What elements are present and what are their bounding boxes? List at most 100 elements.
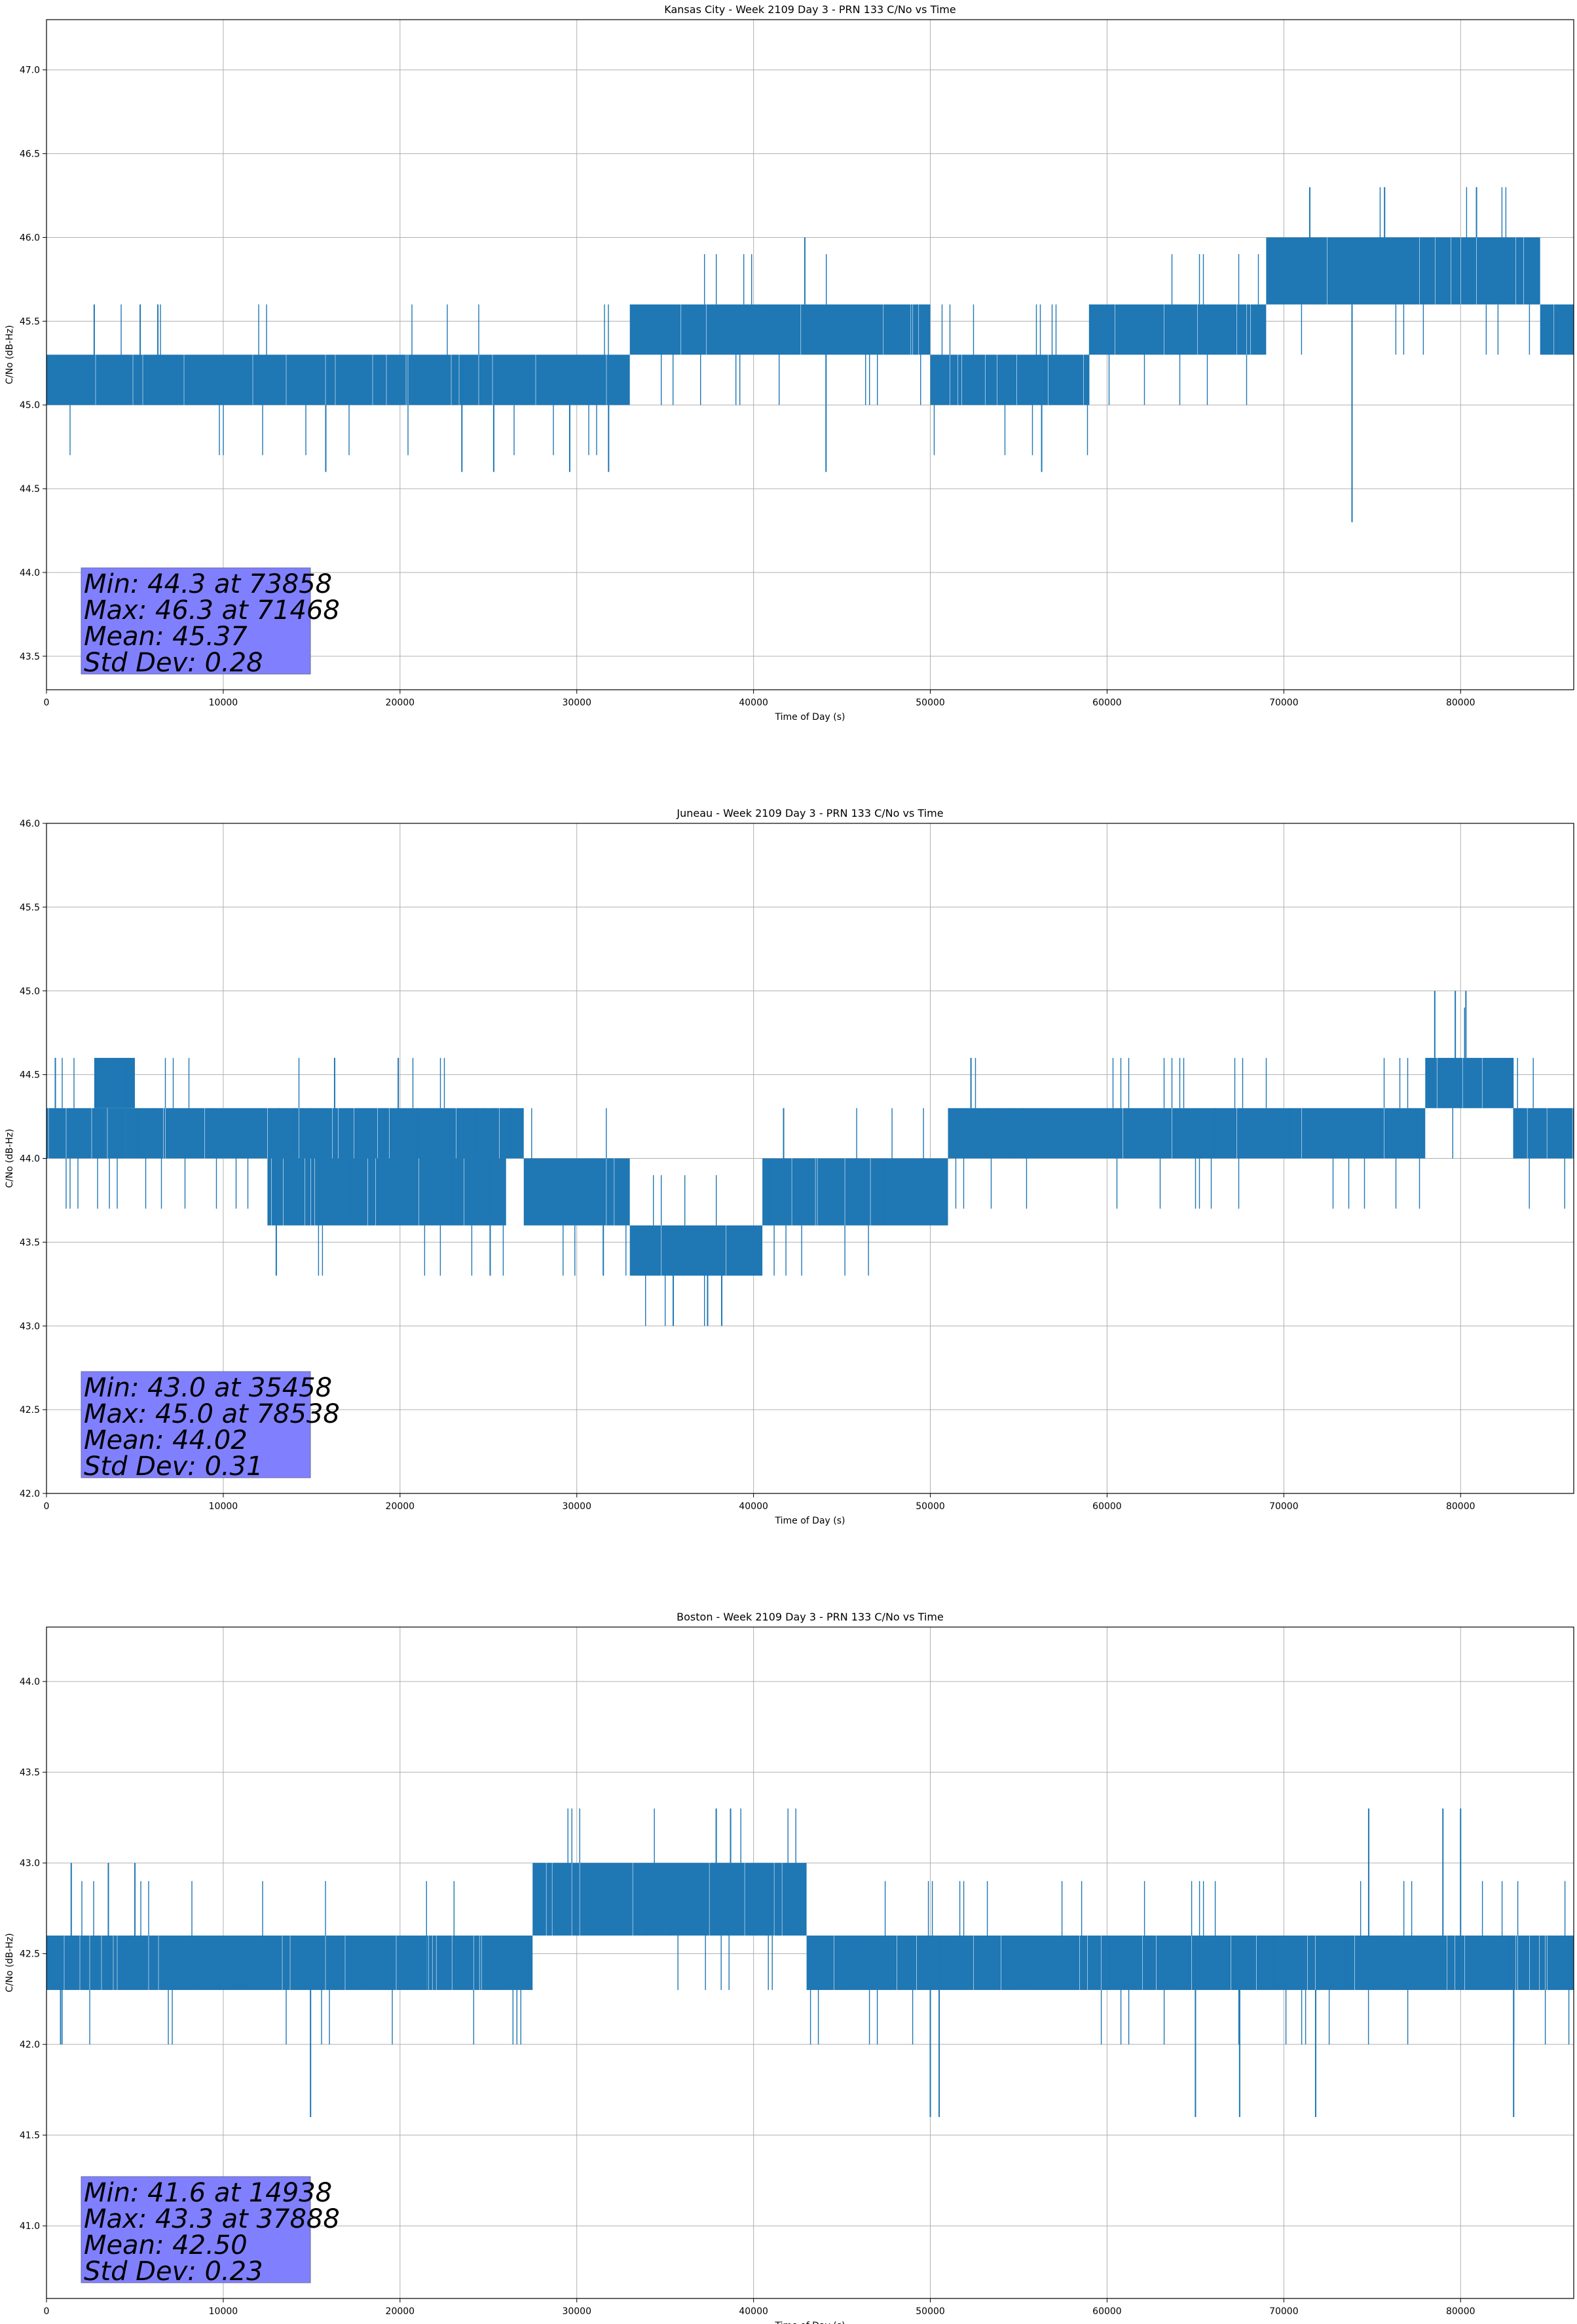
chart2-band (94, 1058, 135, 1108)
chart1-band (1001, 354, 1090, 405)
chart3-stats-line: Max: 43.3 at 37888 (84, 2204, 340, 2234)
chart3-xlabel: Time of Day (s) (775, 2321, 845, 2324)
chart1-band-gaps (950, 354, 997, 405)
chart2-band (126, 1108, 524, 1159)
chart2-band-gaps (661, 1225, 727, 1276)
chart3-ylabel: C/No (dB-Hz) (5, 1933, 15, 1992)
chart2-band (1513, 1108, 1574, 1159)
chart1-band-gaps (1327, 237, 1524, 305)
chart1-series (46, 187, 1574, 523)
chart2-band (948, 1108, 1426, 1159)
chart1-band-texture (661, 254, 925, 405)
chart2-y-tick-label: 42.5 (20, 1405, 40, 1415)
chart3-title: Boston - Week 2109 Day 3 - PRN 133 C/No … (677, 1611, 944, 1623)
chart1-y-tick-label: 47.0 (20, 66, 40, 76)
chart1-band-texture (1301, 187, 1531, 355)
chart3-band-gaps (64, 1935, 397, 1991)
chart2-band-gaps (163, 1108, 500, 1159)
chart2-stats-line: Min: 43.0 at 35458 (84, 1373, 332, 1403)
chart2-band-texture (1444, 1007, 1512, 1159)
chart2-stats-line: Max: 45.0 at 78538 (84, 1399, 340, 1429)
chart3-stats-line: Std Dev: 0.23 (84, 2257, 263, 2287)
chart2-x-tick-label: 80000 (1446, 1501, 1475, 1512)
chart2-band (629, 1225, 763, 1276)
chart1-ticks: 0 10000 20000 30000 40000 50000 60000 70000 8000… (20, 66, 1475, 708)
chart3-x-tick-label: 20000 (386, 2306, 415, 2317)
chart3-x-tick-label: 50000 (916, 2306, 945, 2317)
chart1-stats-line: Min: 44.3 at 73858 (84, 569, 332, 599)
chart1-x-tick-label: 30000 (562, 698, 591, 708)
chart1-x-tick-label: 50000 (916, 698, 945, 708)
chart1-y-tick-label: 43.5 (20, 652, 40, 662)
chart2-y-tick-label: 45.5 (20, 903, 40, 913)
chart1-y-tick-label: 44.0 (20, 568, 40, 578)
chart2-band-gaps (48, 1108, 108, 1159)
chart1-band-texture (1088, 254, 1259, 405)
chart2-title: Juneau - Week 2109 Day 3 - PRN 133 C/No … (676, 807, 943, 819)
chart3-y-tick-label: 43.5 (20, 1768, 40, 1778)
chart1-band-gaps (1115, 304, 1251, 355)
chart3-panel: 0 10000 20000 30000 40000 50000 60000 70000 8000… (5, 1611, 1574, 2324)
chart2-band-gaps (791, 1158, 871, 1226)
chart3-x-tick-label: 40000 (739, 2306, 768, 2317)
chart1-band (1266, 237, 1540, 305)
chart3-x-tick-label: 0 (44, 2306, 50, 2317)
chart1-band-texture (1004, 304, 1088, 455)
chart1-stats-box (81, 567, 311, 675)
chart2-y-tick-label: 44.0 (20, 1154, 40, 1165)
chart3-frame (46, 1626, 1574, 2299)
chart2-x-tick-label: 60000 (1092, 1501, 1122, 1512)
chart2-band-texture (1513, 1058, 1565, 1209)
chart3-band-texture (809, 1881, 1570, 2045)
chart3-series (46, 1809, 1574, 2117)
chart2-y-tick-label: 43.5 (20, 1237, 40, 1248)
chart3-band-texture (555, 1809, 800, 1991)
chart1-x-tick-label: 10000 (209, 698, 238, 708)
chart3-band-gaps (834, 1935, 1548, 1991)
chart1-band (1540, 304, 1574, 355)
chart1-stats-line: Mean: 45.37 (84, 622, 248, 652)
chart2-y-tick-label: 45.0 (20, 986, 40, 997)
chart3-y-tick-label: 44.0 (20, 1677, 40, 1687)
chart3-band (806, 1935, 1574, 1991)
chart1-y-tick-label: 44.5 (20, 484, 40, 495)
chart2-x-tick-label: 40000 (739, 1501, 768, 1512)
chart3-y-tick-label: 41.0 (20, 2221, 40, 2232)
chart1-band-gaps (95, 354, 607, 405)
chart2-series (46, 990, 1574, 1326)
chart2-stats-box (81, 1371, 311, 1478)
chart3-band (532, 1863, 807, 1936)
chart3-stats-line: Min: 41.6 at 14938 (84, 2178, 332, 2208)
chart2-band-gaps (1527, 1108, 1573, 1159)
chart2-band (762, 1158, 948, 1226)
chart1-x-tick-label: 80000 (1446, 698, 1475, 708)
chart3-y-tick-label: 41.5 (20, 2131, 40, 2141)
chart3-y-tick-label: 42.0 (20, 2040, 40, 2050)
chart2-band-texture (531, 1108, 627, 1276)
chart1-stats-line: Std Dev: 0.28 (84, 648, 263, 678)
chart2-band (1425, 1058, 1514, 1108)
chart1-title: Kansas City - Week 2109 Day 3 - PRN 133 … (664, 3, 955, 16)
chart3-x-tick-label: 70000 (1269, 2306, 1299, 2317)
chart3-stats-box (81, 2176, 311, 2283)
chart1-x-tick-label: 70000 (1269, 698, 1299, 708)
chart2-stats-line: Mean: 44.02 (84, 1425, 248, 1455)
chart2-band-gaps (606, 1158, 615, 1226)
chart3-band-gaps (428, 1935, 482, 1991)
chart1-band-gaps (1016, 354, 1084, 405)
chart3-y-tick-label: 43.0 (20, 1858, 40, 1869)
chart2-x-tick-label: 50000 (916, 1501, 945, 1512)
chart2-panel: 0 10000 20000 30000 40000 50000 60000 70000 8000… (5, 807, 1574, 1526)
chart1-band (930, 354, 1001, 405)
chart1-band-texture (58, 304, 609, 455)
chart1-ylabel: C/No (dB-Hz) (5, 325, 15, 384)
chart2-x-tick-label: 30000 (562, 1501, 591, 1512)
chart1-y-tick-label: 46.0 (20, 233, 40, 243)
chart3-x-tick-label: 10000 (209, 2306, 238, 2317)
chart2-band-gaps (1122, 1108, 1384, 1159)
chart3-y-tick-label: 42.5 (20, 1949, 40, 1960)
chart1-y-tick-label: 45.0 (20, 400, 40, 411)
chart3-x-tick-label: 60000 (1092, 2306, 1122, 2317)
chart2-band-gaps (271, 1158, 464, 1226)
chart2-x-tick-label: 0 (44, 1501, 50, 1512)
